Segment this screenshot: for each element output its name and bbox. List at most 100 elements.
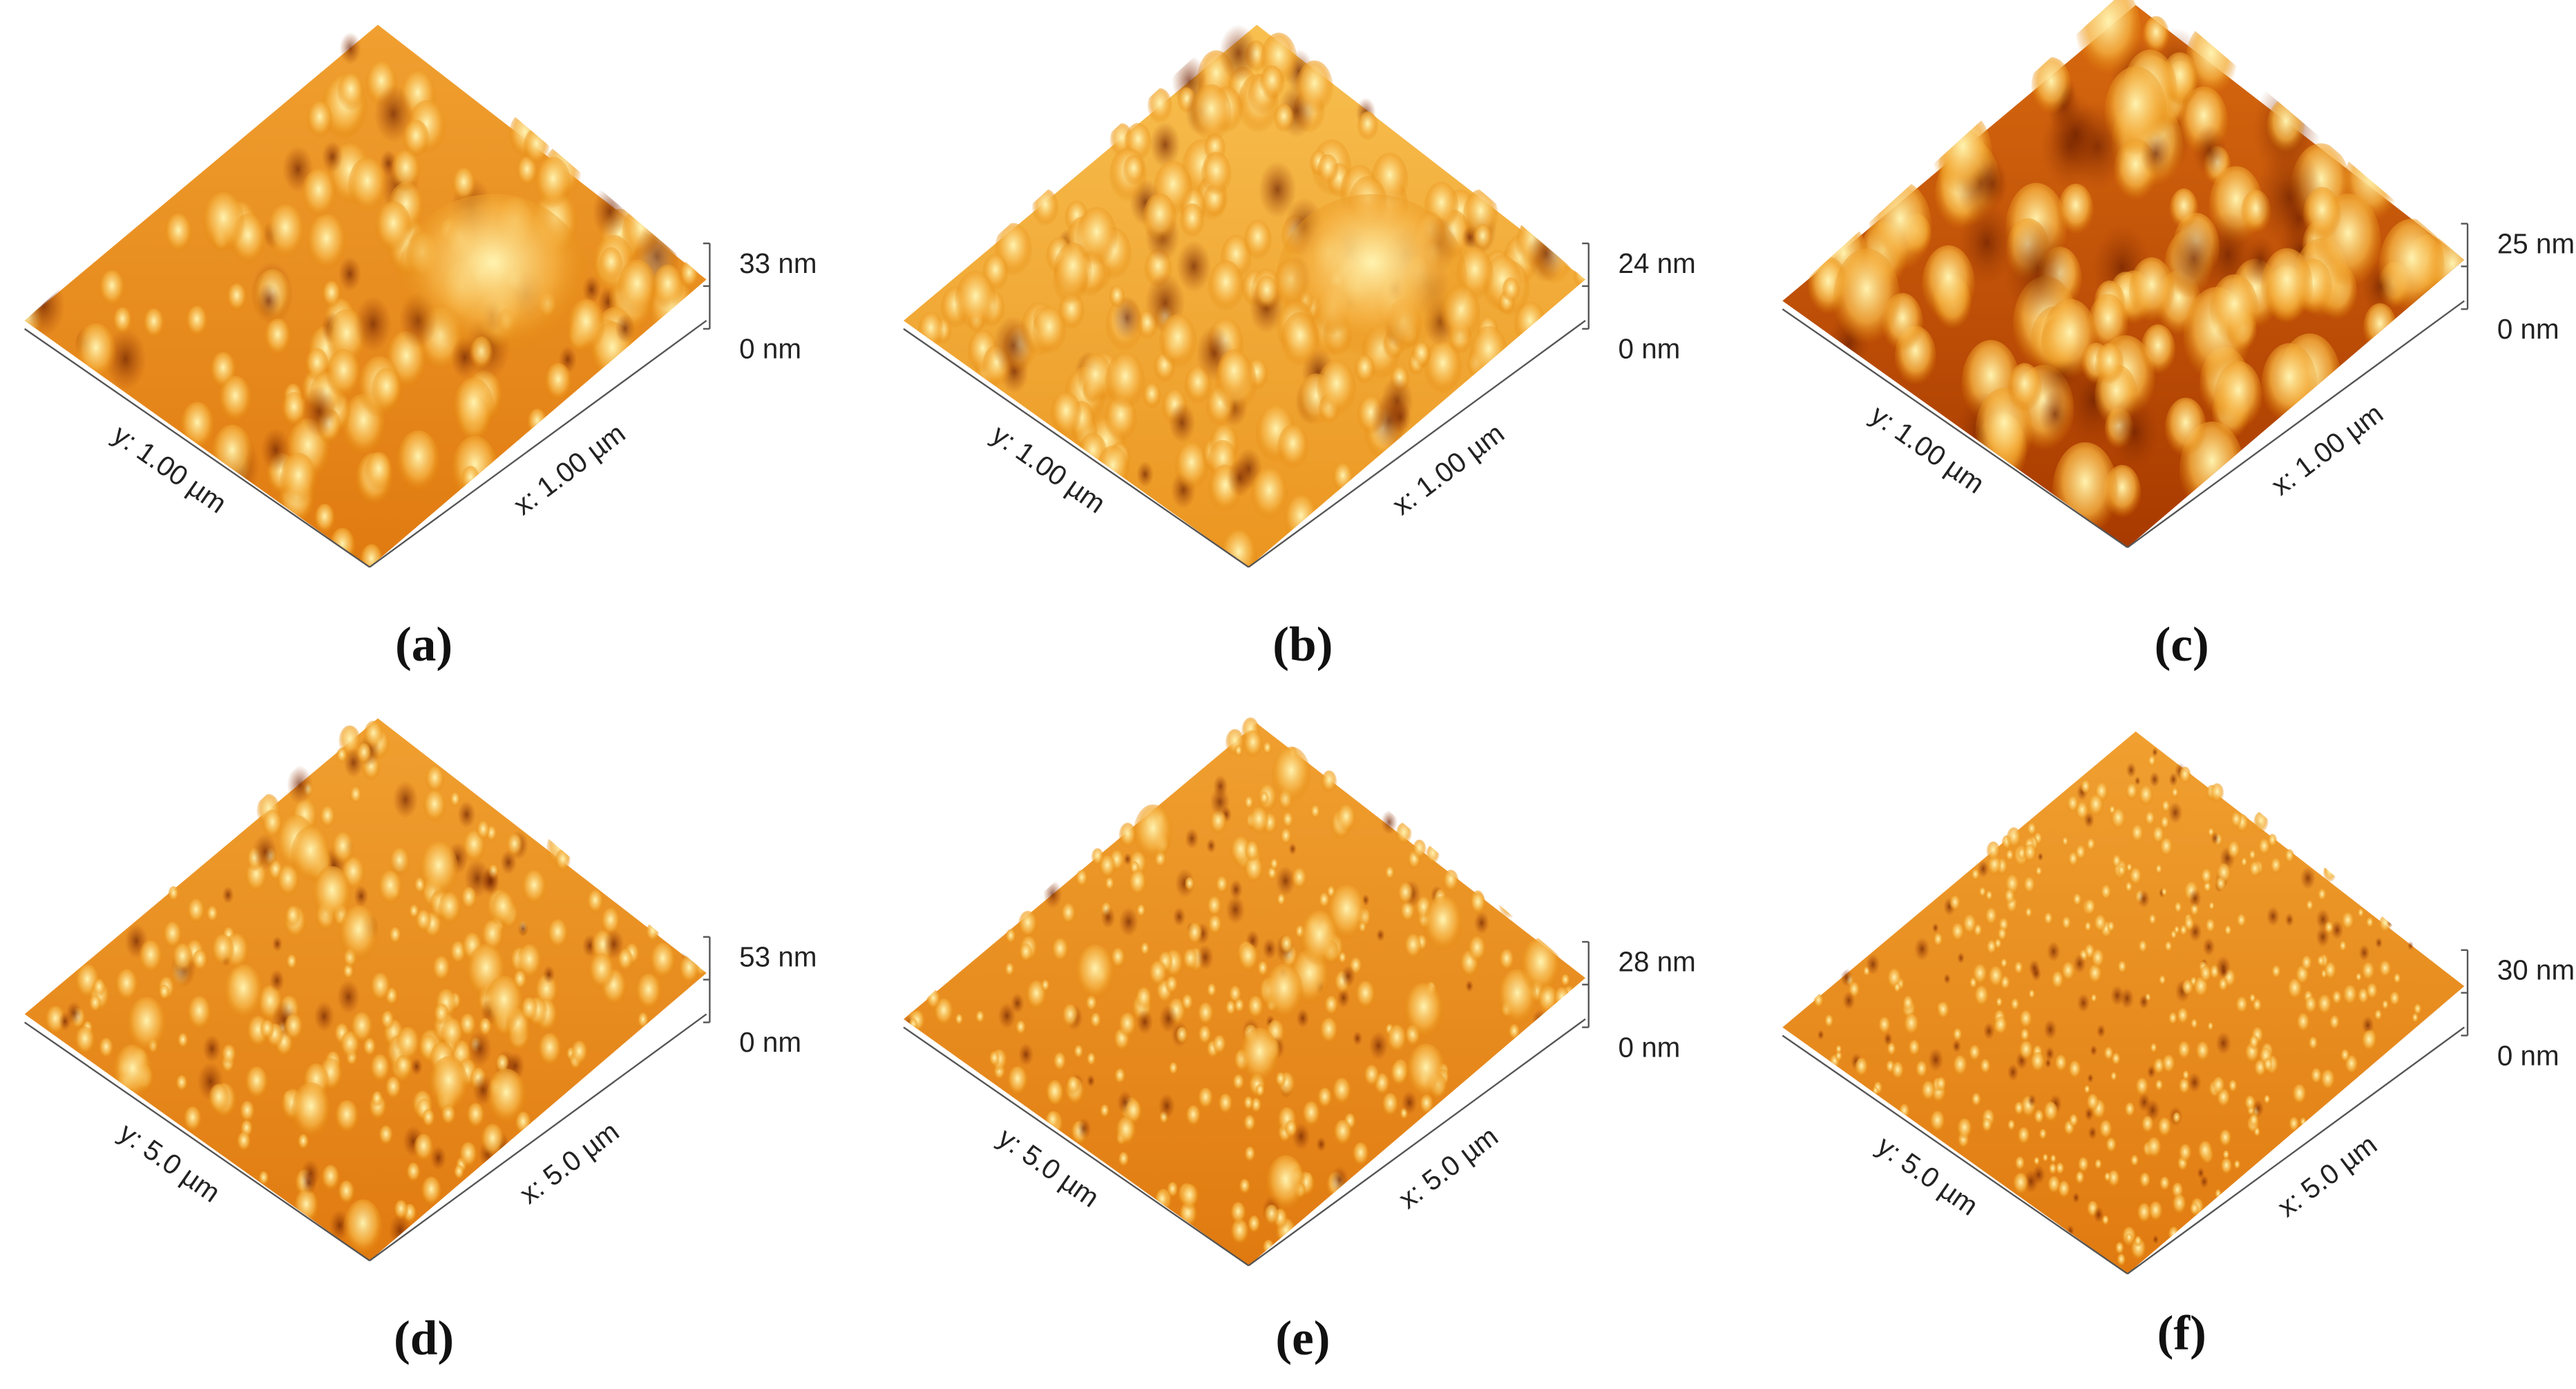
bump	[1902, 995, 1914, 1013]
bump	[1922, 245, 1975, 325]
pit	[998, 1002, 1016, 1030]
z-min-label: 0 nm	[1619, 333, 1681, 365]
bump	[413, 1133, 434, 1164]
pit	[1015, 1020, 1027, 1036]
bump	[2019, 1010, 2033, 1030]
bump	[2090, 1045, 2098, 1057]
bump	[1279, 935, 1293, 956]
bump	[2249, 1114, 2259, 1128]
bump	[1284, 1119, 1297, 1140]
pit	[2148, 914, 2157, 927]
pit	[1254, 276, 1279, 311]
bump	[1123, 155, 1145, 188]
bump	[2110, 985, 2124, 1006]
bump	[2329, 1015, 2340, 1032]
bump	[350, 786, 362, 805]
bump	[2061, 961, 2075, 983]
bump	[2068, 1060, 2081, 1080]
pit	[1291, 867, 1307, 891]
pit	[374, 201, 412, 256]
bump	[1227, 458, 1253, 498]
bump	[1288, 842, 1297, 856]
bump	[2100, 885, 2112, 901]
bump	[2412, 1013, 2418, 1024]
bump	[421, 1176, 442, 1208]
pit	[1865, 954, 1880, 975]
pit	[75, 1026, 95, 1057]
axis-line	[1248, 1018, 1586, 1267]
bump	[908, 1018, 918, 1032]
bump	[1043, 880, 1062, 909]
bump	[1277, 424, 1309, 472]
bump	[1077, 1117, 1091, 1140]
pillar	[312, 866, 352, 925]
bump	[2162, 1055, 2175, 1075]
bump	[331, 831, 354, 867]
bump	[2124, 1102, 2135, 1119]
bump	[1933, 933, 1943, 948]
pit	[2043, 1102, 2059, 1124]
bump	[370, 1054, 390, 1085]
bump	[1229, 879, 1243, 900]
bump	[2020, 1028, 2030, 1043]
bump	[1590, 254, 1610, 285]
bump	[347, 157, 387, 216]
bump	[2202, 937, 2215, 956]
pit	[2152, 1234, 2159, 1245]
bump	[2094, 1159, 2102, 1171]
pit	[88, 994, 102, 1014]
bump	[1426, 844, 1440, 865]
bump	[1386, 1024, 1407, 1055]
pit	[452, 167, 476, 204]
bump	[1185, 1105, 1201, 1128]
pit	[2317, 889, 2327, 903]
bump	[1956, 1118, 1972, 1141]
bump	[1136, 1009, 1154, 1035]
bump	[599, 247, 623, 283]
bump	[143, 308, 165, 341]
bump	[1280, 828, 1292, 847]
pit	[286, 954, 297, 971]
bump	[2179, 766, 2191, 786]
bump	[1215, 876, 1228, 895]
bump	[1295, 60, 1333, 117]
pit	[1050, 391, 1082, 439]
bump	[1908, 1039, 1920, 1058]
bump	[1259, 791, 1270, 806]
bump	[2019, 1040, 2034, 1062]
pit	[1210, 810, 1227, 836]
bump	[2125, 1233, 2133, 1245]
bump	[459, 1142, 477, 1170]
pit	[1933, 111, 1993, 199]
bump	[2061, 916, 2072, 932]
bump	[211, 934, 234, 968]
bump	[2014, 1102, 2024, 1117]
bump	[2261, 248, 2313, 326]
bump	[1817, 1030, 1824, 1040]
bump	[1330, 1166, 1349, 1194]
bump	[1207, 896, 1222, 918]
bump	[2151, 747, 2158, 757]
bump	[395, 1026, 420, 1064]
pit	[2058, 183, 2094, 237]
bump	[2182, 979, 2194, 997]
bump	[1903, 1013, 1919, 1037]
bump	[2413, 1003, 2422, 1017]
bump	[2212, 1077, 2225, 1097]
pit	[2093, 914, 2107, 934]
bump	[1225, 1000, 1237, 1017]
pit	[2025, 907, 2032, 919]
bump	[2224, 925, 2232, 937]
bump	[1066, 1076, 1080, 1097]
bump	[1220, 529, 1257, 567]
bump	[2096, 1024, 2106, 1039]
bump	[2139, 994, 2149, 1010]
bump	[2355, 973, 2362, 983]
pit	[1196, 944, 1214, 970]
bump	[2208, 902, 2215, 911]
bump	[1208, 915, 1222, 936]
bump	[1206, 983, 1217, 999]
bump	[2361, 1030, 2377, 1053]
bump	[637, 1012, 649, 1030]
